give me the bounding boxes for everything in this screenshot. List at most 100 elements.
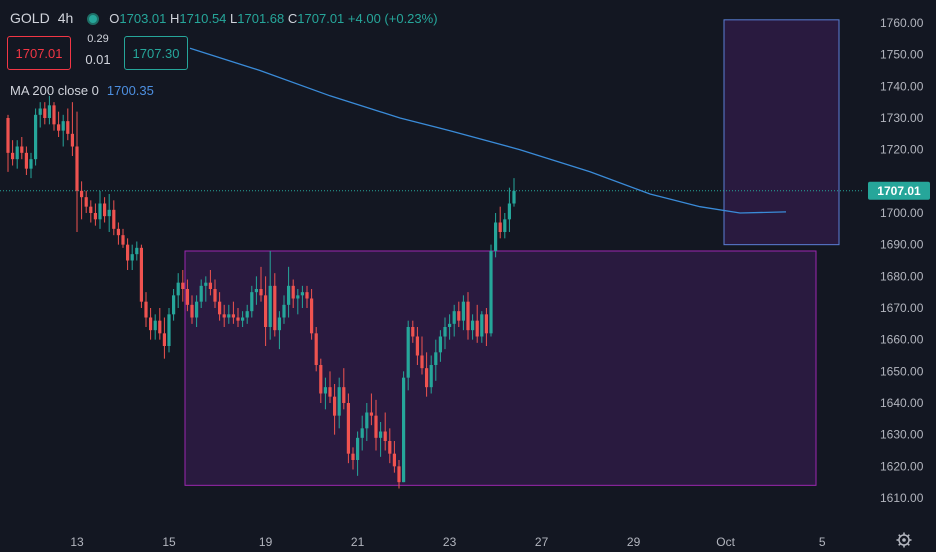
time-tick-label: 5 — [819, 535, 826, 549]
candle — [448, 314, 452, 340]
candle — [277, 311, 281, 350]
candle — [434, 339, 438, 381]
candle — [213, 279, 217, 308]
candle — [489, 244, 493, 337]
candle — [181, 270, 185, 302]
candle — [38, 102, 42, 128]
candle — [112, 200, 116, 236]
price-tick-label: 1630.00 — [880, 428, 924, 442]
spread-display: 0.29 0.01 — [74, 33, 122, 67]
supply-zone-box[interactable] — [723, 19, 840, 246]
candle — [512, 178, 516, 207]
candle — [98, 190, 102, 229]
candle — [507, 187, 511, 232]
candle — [466, 292, 470, 340]
candle — [429, 355, 433, 394]
candle — [195, 295, 199, 327]
ma-indicator-legend[interactable]: MA 200 close 0 1700.35 — [10, 83, 154, 98]
buy-button[interactable]: 1707.30 — [124, 36, 188, 70]
candle — [190, 295, 194, 324]
candle — [337, 377, 341, 429]
candle — [176, 273, 180, 308]
time-tick-label: 21 — [351, 535, 365, 549]
high-value: 1710.54 — [179, 11, 227, 26]
change-value: +4.00 (+0.23%) — [347, 11, 438, 26]
candle — [503, 213, 507, 239]
candle — [425, 352, 429, 397]
candle — [204, 276, 208, 302]
time-tick-label: 19 — [259, 535, 273, 549]
candle — [383, 412, 387, 451]
price-tick-label: 1620.00 — [880, 459, 924, 473]
candle — [20, 137, 24, 160]
candle — [172, 289, 176, 321]
candle — [61, 114, 65, 147]
candle — [480, 311, 484, 343]
candle — [411, 320, 415, 343]
candle — [84, 190, 88, 213]
candle — [300, 285, 304, 308]
spread-bottom: 0.01 — [85, 52, 111, 67]
candle — [135, 241, 139, 261]
time-tick-label: 27 — [535, 535, 549, 549]
candle — [406, 320, 410, 391]
candle — [66, 108, 70, 141]
settings-gear-icon[interactable] — [896, 532, 912, 548]
candle — [415, 327, 419, 365]
candle — [443, 317, 447, 350]
candle — [471, 314, 475, 340]
price-tick-label: 1740.00 — [880, 79, 924, 93]
price-tick-label: 1700.00 — [880, 206, 924, 220]
demand-zone-box[interactable] — [184, 250, 817, 486]
candle — [342, 368, 346, 410]
candle — [121, 228, 125, 248]
candle — [149, 308, 153, 340]
candle — [227, 304, 231, 324]
candle — [11, 140, 15, 166]
candle — [392, 441, 396, 473]
candle — [80, 181, 84, 220]
candle — [452, 304, 456, 337]
candle — [420, 336, 424, 375]
candle — [457, 301, 461, 327]
price-tick-label: 1650.00 — [880, 364, 924, 378]
candle — [139, 244, 143, 308]
candle — [314, 327, 318, 372]
candle — [93, 203, 97, 226]
candle — [245, 304, 249, 324]
candles — [6, 95, 516, 489]
ma200-line — [189, 47, 787, 214]
price-axis[interactable]: 1760.00 1750.00 1740.00 1730.00 1720.00 1700.… — [880, 16, 924, 505]
candle — [158, 308, 162, 340]
price-tick-label: 1730.00 — [880, 111, 924, 125]
candle — [231, 301, 235, 324]
symbol-name[interactable]: GOLD — [10, 10, 50, 26]
candle — [475, 304, 479, 343]
candle — [365, 403, 369, 441]
market-open-status-icon — [87, 13, 100, 25]
candle — [103, 197, 107, 223]
candle — [264, 276, 268, 346]
sell-button[interactable]: 1707.01 — [7, 36, 71, 70]
candle — [268, 251, 272, 340]
candle — [167, 308, 171, 353]
price-tick-label: 1670.00 — [880, 301, 924, 315]
timeframe-label[interactable]: 4h — [57, 10, 74, 26]
candle — [494, 213, 498, 258]
candle — [287, 266, 291, 318]
candle — [185, 279, 189, 312]
candle — [360, 415, 364, 451]
high-label: H — [170, 11, 180, 26]
candle — [218, 292, 222, 321]
candle — [346, 393, 350, 464]
price-tick-label: 1640.00 — [880, 396, 924, 410]
candle — [208, 270, 212, 296]
candle — [57, 111, 61, 137]
ohlc-legend: GOLD 4h O1703.01 H1710.54 L1701.68 C1707.0… — [10, 10, 438, 26]
candle — [34, 108, 38, 166]
time-axis[interactable]: 13 15 19 21 23 27 29 Oct 5 — [70, 535, 826, 549]
time-tick-label: Oct — [716, 535, 735, 549]
candle — [162, 317, 166, 359]
last-price-tag: 1707.01 — [868, 181, 930, 200]
